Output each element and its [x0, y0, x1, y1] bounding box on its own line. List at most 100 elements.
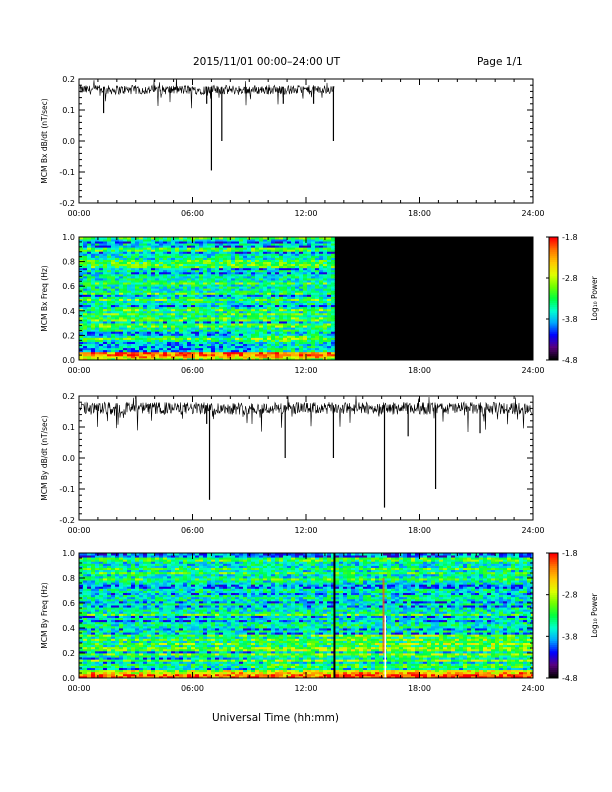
spectrogram-cell: [239, 304, 244, 308]
spectrogram-cell: [311, 265, 316, 269]
spectrogram-cell: [315, 263, 320, 267]
spectrogram-cell: [163, 278, 168, 281]
spectrogram-cell: [263, 339, 268, 342]
spectrogram-cell: [179, 286, 184, 289]
spectrogram-cell: [243, 269, 248, 273]
spectrogram-cell: [175, 316, 180, 320]
spectrogram-cell: [131, 282, 136, 285]
spectrogram-cell: [227, 241, 232, 244]
spectrogram-cell: [247, 265, 252, 269]
spectrogram-cell: [259, 304, 264, 308]
spectrogram-cell: [167, 288, 172, 291]
spectrogram-cell: [127, 239, 132, 242]
spectrogram-cell: [275, 314, 280, 318]
spectrogram-cell: [99, 292, 104, 295]
spectrogram-cell: [227, 237, 232, 240]
spectrogram-cell: [87, 337, 92, 340]
spectrogram-cell: [191, 319, 196, 322]
spectrogram-cell: [123, 592, 128, 596]
colorbar-tick-label: -4.8: [562, 356, 578, 365]
spectrogram-cell: [215, 312, 220, 316]
spectrogram-cell: [295, 339, 300, 342]
spectrogram-cell: [91, 565, 96, 568]
spectrogram-cell: [135, 275, 140, 279]
spectrogram-cell: [215, 335, 220, 338]
spectrogram-cell: [119, 300, 124, 303]
spectrogram-cell: [83, 636, 88, 639]
spectrogram-cell: [247, 284, 252, 287]
spectrogram-cell: [115, 665, 120, 668]
spectrogram-cell: [195, 261, 200, 265]
spectrogram-cell: [271, 267, 276, 271]
spectrogram-cell: [211, 302, 216, 306]
spectrogram-cell: [147, 339, 152, 342]
spectrogram-cell: [211, 284, 216, 287]
spectrogram-cell: [79, 298, 84, 301]
spectrogram-cell: [115, 337, 120, 340]
spectrogram-cell: [99, 671, 104, 675]
spectrogram-cell: [159, 282, 164, 285]
spectrogram-cell: [243, 302, 248, 306]
spectrogram-cell: [231, 251, 236, 254]
spectrogram-cell: [271, 255, 276, 258]
spectrogram-cell: [183, 261, 188, 265]
spectrogram-cell: [195, 351, 200, 355]
spectrogram-cell: [91, 269, 96, 273]
spectrogram-cell: [311, 271, 316, 275]
spectrogram-cell: [123, 310, 128, 314]
spectrogram-cell: [123, 603, 128, 606]
spectrogram-cell: [207, 257, 212, 260]
spectrogram-cell: [327, 308, 332, 312]
spectrogram-cell: [219, 247, 224, 250]
spectrogram-cell: [131, 239, 136, 242]
spectrogram-cell: [175, 278, 180, 281]
spectrogram-cell: [127, 294, 132, 297]
spectrogram-cell: [107, 561, 112, 564]
spectrogram-cell: [191, 347, 196, 351]
spectrogram-cell: [275, 253, 280, 256]
spectrogram-cell: [87, 592, 92, 596]
spectrogram-cell: [195, 308, 200, 312]
spectrogram-cell: [175, 343, 180, 347]
spectrogram-cell: [131, 300, 136, 303]
spectrogram-cell: [107, 249, 112, 252]
spectrogram-cell: [95, 600, 100, 604]
spectrogram-cell: [95, 638, 100, 641]
spectrogram-cell: [151, 319, 156, 322]
spectrogram-cell: [87, 603, 92, 606]
spectrogram-cell: [175, 280, 180, 283]
spectrogram-cell: [111, 623, 116, 627]
spectrogram-cell: [91, 663, 96, 666]
spectrogram-cell: [175, 329, 180, 332]
spectrogram-cell: [175, 319, 180, 322]
spectrogram-cell: [91, 265, 96, 269]
spectrogram-cell: [263, 343, 268, 347]
spectrogram-cell: [263, 280, 268, 283]
spectrogram-cell: [239, 349, 244, 353]
spectrogram-cell: [179, 321, 184, 324]
spectrogram-cell: [163, 355, 168, 359]
spectrogram-cell: [155, 265, 160, 269]
spectrogram-cell: [115, 619, 120, 623]
spectrogram-cell: [123, 298, 128, 301]
spectrogram-cell: [95, 565, 100, 568]
spectrogram-cell: [299, 237, 304, 240]
spectrogram-cell: [331, 314, 335, 318]
spectrogram-cell: [155, 273, 160, 277]
spectrogram-cell: [179, 249, 184, 252]
spectrogram-cell: [111, 319, 116, 322]
spectrogram-cell: [79, 655, 84, 658]
spectrogram-cell: [95, 284, 100, 287]
spectrogram-cell: [295, 323, 300, 326]
spectrogram-cell: [219, 267, 224, 271]
spectrogram-cell: [199, 335, 204, 338]
spectrogram-cell: [95, 239, 100, 242]
spectrogram-cell: [223, 271, 228, 275]
spectrogram-cell: [83, 611, 88, 614]
spectrogram-cell: [103, 580, 108, 583]
spectrogram-cell: [179, 335, 184, 338]
spectrogram-cell: [87, 314, 92, 318]
spectrogram-cell: [235, 263, 240, 267]
spectrogram-cell: [123, 321, 128, 324]
spectrogram-cell: [259, 251, 264, 254]
